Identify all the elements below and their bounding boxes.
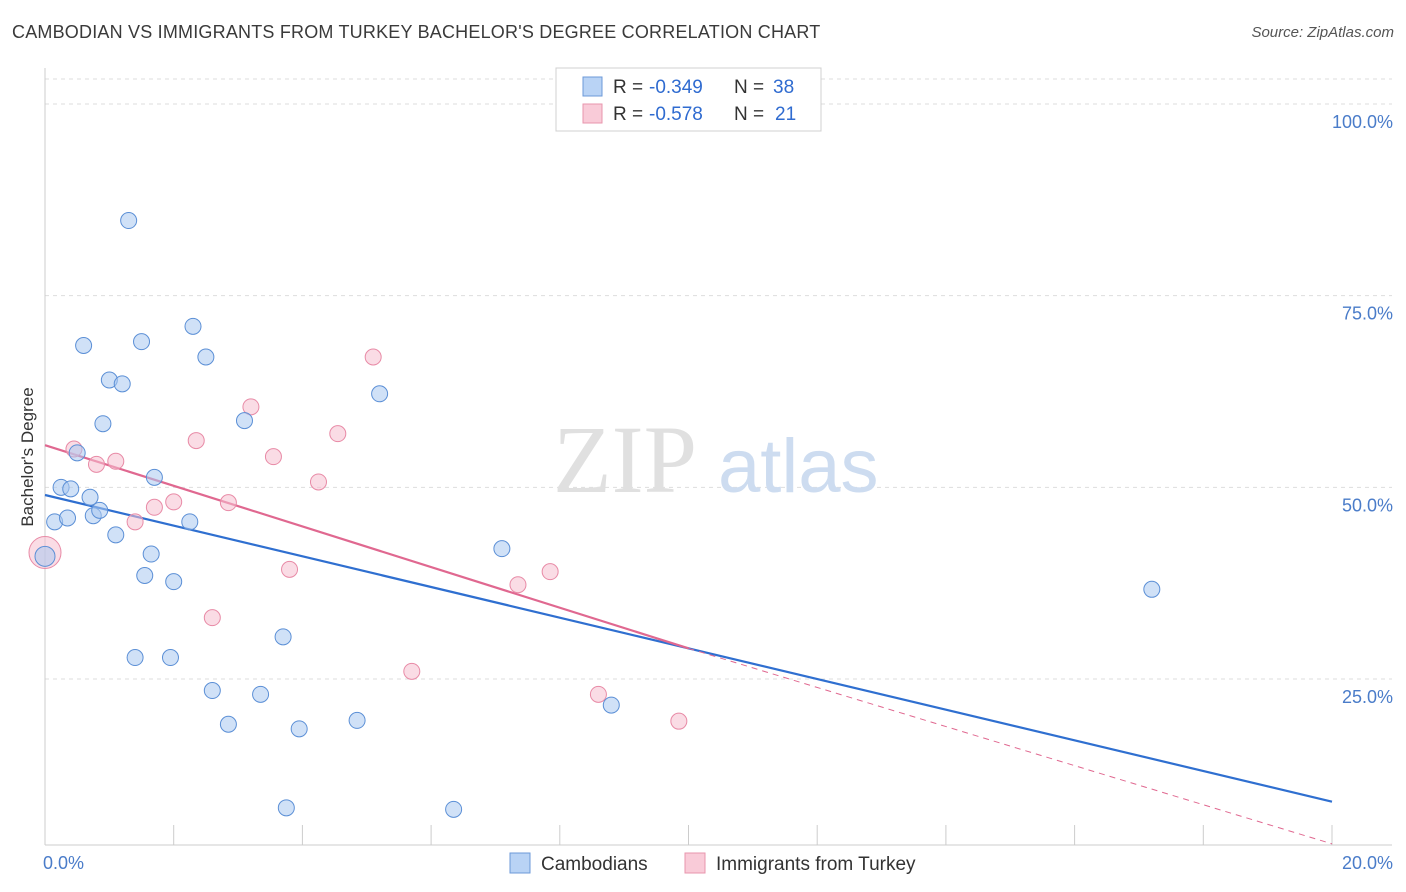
point-turkey <box>88 456 104 472</box>
point-turkey <box>365 349 381 365</box>
series-legend: Cambodians Immigrants from Turkey <box>510 853 916 875</box>
point-turkey <box>146 499 162 515</box>
point-cambodians <box>166 574 182 590</box>
point-cambodians <box>76 337 92 353</box>
point-cambodians <box>291 721 307 737</box>
point-cambodians <box>137 568 153 584</box>
legend-n-label-1: N = <box>734 77 764 98</box>
point-turkey <box>282 561 298 577</box>
point-cambodians <box>603 697 619 713</box>
point-turkey <box>166 494 182 510</box>
series-label-turkey: Immigrants from Turkey <box>716 854 916 875</box>
point-cambodians <box>204 683 220 699</box>
point-turkey <box>330 426 346 442</box>
watermark: ZIP atlas <box>553 406 879 513</box>
point-turkey <box>220 495 236 511</box>
point-turkey <box>542 564 558 580</box>
legend-r-value-1: -0.349 <box>649 77 703 98</box>
point-cambodians <box>372 386 388 402</box>
point-cambodians <box>198 349 214 365</box>
point-cambodians <box>121 213 137 229</box>
series-swatch-cambodians <box>510 853 530 873</box>
point-turkey <box>590 686 606 702</box>
legend-n-label-2: N = <box>734 104 764 125</box>
y-tick-label: 25.0% <box>1342 687 1393 707</box>
point-cambodians <box>95 416 111 432</box>
point-turkey <box>404 663 420 679</box>
point-cambodians <box>146 469 162 485</box>
point-cambodians <box>69 445 85 461</box>
watermark-atlas: atlas <box>718 424 879 509</box>
point-turkey <box>204 610 220 626</box>
point-cambodians <box>143 546 159 562</box>
watermark-zip: ZIP <box>553 406 697 513</box>
point-cambodians <box>185 318 201 334</box>
y-tick-label: 75.0% <box>1342 304 1393 324</box>
point-turkey <box>265 449 281 465</box>
point-turkey <box>127 514 143 530</box>
point-cambodians <box>134 334 150 350</box>
point-cambodians <box>108 527 124 543</box>
point-cambodians <box>275 629 291 645</box>
x-tick-label: 0.0% <box>43 853 84 873</box>
legend-r-label-2: R = <box>613 104 643 125</box>
legend-r-value-2: -0.578 <box>649 104 703 125</box>
chart-canvas: ZIP atlas 25.0% 50.0% 75.0% 100.0% 0.0% 20.0%… <box>0 0 1406 892</box>
point-turkey <box>108 453 124 469</box>
point-cambodians <box>162 650 178 666</box>
point-cambodians <box>446 801 462 817</box>
point-turkey <box>510 577 526 593</box>
point-cambodians <box>35 546 55 566</box>
data-points <box>29 213 1160 818</box>
legend-swatch-blue <box>583 77 602 96</box>
y-axis-label: Bachelor's Degree <box>18 387 37 526</box>
point-turkey <box>188 433 204 449</box>
point-cambodians <box>63 481 79 497</box>
point-turkey <box>310 474 326 490</box>
series-label-cambodians: Cambodians <box>541 854 648 875</box>
point-cambodians <box>1144 581 1160 597</box>
trend-line-turkey-extension <box>689 648 1333 844</box>
legend-n-value-2: 21 <box>775 104 796 125</box>
point-cambodians <box>92 502 108 518</box>
series-swatch-turkey <box>685 853 705 873</box>
x-tick-label: 20.0% <box>1342 853 1393 873</box>
grid <box>45 79 1392 679</box>
legend-n-value-1: 38 <box>773 77 794 98</box>
point-cambodians <box>349 712 365 728</box>
point-cambodians <box>182 514 198 530</box>
point-cambodians <box>253 686 269 702</box>
y-tick-label: 100.0% <box>1332 112 1393 132</box>
point-cambodians <box>236 413 252 429</box>
point-cambodians <box>494 541 510 557</box>
point-cambodians <box>114 376 130 392</box>
y-tick-label: 50.0% <box>1342 495 1393 515</box>
point-cambodians <box>278 800 294 816</box>
legend-swatch-pink <box>583 104 602 123</box>
point-cambodians <box>127 650 143 666</box>
point-cambodians <box>220 716 236 732</box>
point-turkey <box>671 713 687 729</box>
legend-r-label-1: R = <box>613 77 643 98</box>
correlation-legend: R = -0.349 N = 38 R = -0.578 N = 21 <box>556 68 821 131</box>
point-cambodians <box>60 510 76 526</box>
